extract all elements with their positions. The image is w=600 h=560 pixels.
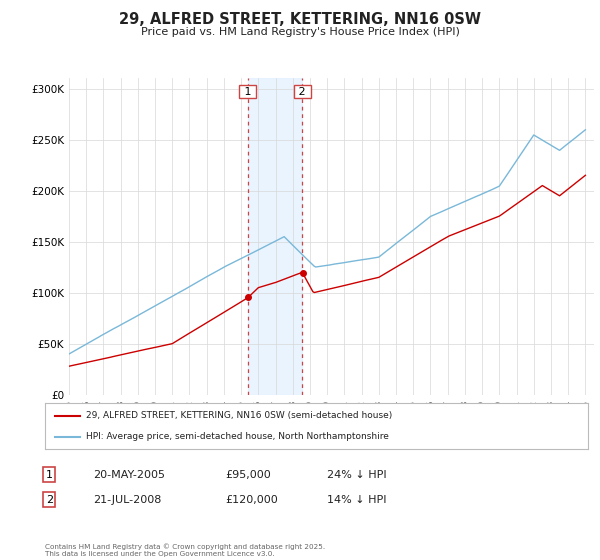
Text: 29, ALFRED STREET, KETTERING, NN16 0SW: 29, ALFRED STREET, KETTERING, NN16 0SW (119, 12, 481, 27)
Text: £120,000: £120,000 (225, 494, 278, 505)
Text: Contains HM Land Registry data © Crown copyright and database right 2025.
This d: Contains HM Land Registry data © Crown c… (45, 544, 325, 557)
Text: HPI: Average price, semi-detached house, North Northamptonshire: HPI: Average price, semi-detached house,… (86, 432, 389, 441)
Text: 21-JUL-2008: 21-JUL-2008 (93, 494, 161, 505)
Text: 1: 1 (46, 470, 53, 480)
Text: 24% ↓ HPI: 24% ↓ HPI (327, 470, 386, 480)
Text: 20-MAY-2005: 20-MAY-2005 (93, 470, 165, 480)
Text: 1: 1 (241, 87, 254, 96)
Text: £95,000: £95,000 (225, 470, 271, 480)
Text: Price paid vs. HM Land Registry's House Price Index (HPI): Price paid vs. HM Land Registry's House … (140, 27, 460, 37)
Bar (248, 78, 302, 395)
Text: 2: 2 (295, 87, 310, 96)
Text: 29, ALFRED STREET, KETTERING, NN16 0SW (semi-detached house): 29, ALFRED STREET, KETTERING, NN16 0SW (… (86, 411, 392, 420)
Text: 14% ↓ HPI: 14% ↓ HPI (327, 494, 386, 505)
Text: 2: 2 (46, 494, 53, 505)
